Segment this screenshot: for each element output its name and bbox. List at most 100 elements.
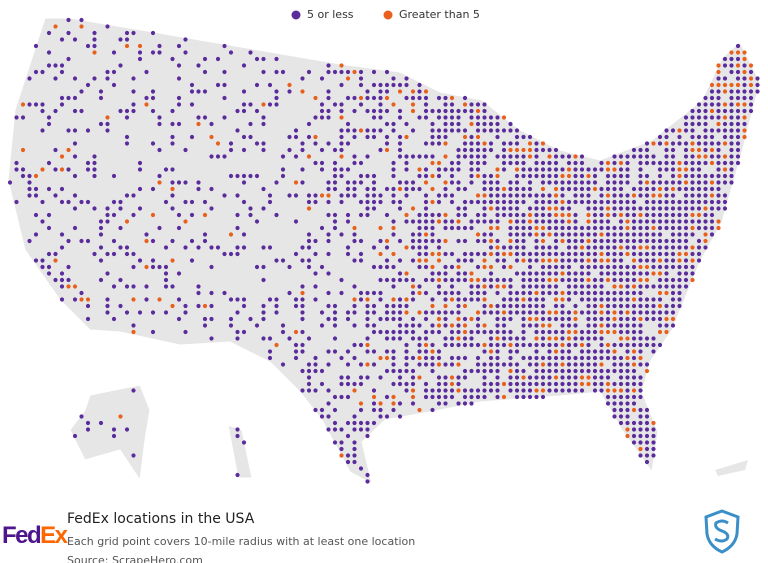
location-dot [521, 167, 526, 172]
location-dot [501, 251, 507, 257]
location-dot [514, 219, 520, 224]
location-dot [729, 50, 734, 55]
location-dot [384, 316, 390, 322]
location-dot [612, 355, 617, 361]
location-dot [300, 342, 305, 348]
location-dot [553, 297, 559, 302]
location-dot [423, 316, 429, 322]
location-dot [404, 388, 409, 393]
location-dot [423, 102, 429, 107]
location-dot [638, 381, 643, 387]
location-dot [365, 303, 370, 309]
location-dot [683, 173, 689, 179]
location-dot [352, 134, 357, 140]
location-dot [553, 193, 559, 198]
location-dot [46, 30, 52, 36]
location-dot [449, 297, 455, 302]
location-dot [534, 232, 539, 237]
location-dot [566, 225, 572, 231]
location-dot [690, 167, 695, 172]
location-dot [514, 141, 520, 146]
location-dot [501, 212, 507, 218]
location-dot [365, 323, 370, 328]
location-dot [527, 154, 533, 159]
location-dot [131, 89, 136, 94]
location-dot [241, 245, 247, 250]
location-dot [92, 37, 97, 42]
location-dot [124, 141, 130, 146]
location-dot [436, 401, 442, 406]
location-dot [586, 271, 591, 276]
location-dot [618, 284, 624, 289]
location-dot [612, 349, 617, 354]
location-dot [638, 316, 643, 322]
location-dot [326, 115, 331, 120]
location-dot [482, 141, 487, 146]
location-dot [124, 245, 130, 250]
location-dot [592, 212, 598, 218]
location-dot [436, 284, 442, 289]
location-dot [378, 414, 383, 419]
location-dot [625, 310, 630, 315]
brand-shield [704, 509, 740, 554]
location-dot [189, 82, 195, 88]
location-dot [345, 121, 351, 127]
location-dot [404, 134, 409, 140]
location-dot [59, 277, 65, 283]
location-dot [417, 219, 422, 224]
location-dot [261, 56, 266, 62]
location-dot [404, 76, 409, 81]
location-dot [27, 102, 32, 107]
location-dot [449, 264, 455, 270]
location-dot [618, 368, 624, 374]
location-dot [625, 193, 630, 198]
location-dot [722, 76, 728, 81]
location-dot [644, 232, 650, 237]
location-dot [638, 238, 643, 244]
location-dot [488, 381, 494, 387]
location-dot [397, 134, 403, 140]
location-dot [573, 180, 578, 185]
location-dot [638, 440, 643, 445]
location-dot [495, 349, 500, 354]
location-dot [631, 225, 637, 231]
location-dot [534, 245, 539, 250]
location-dot [722, 128, 728, 133]
location-dot [456, 160, 461, 166]
location-dot [651, 420, 656, 426]
location-dot [495, 316, 500, 322]
location-dot [638, 277, 643, 283]
location-dot [605, 225, 611, 231]
location-dot [612, 180, 617, 185]
location-dot [683, 180, 689, 185]
location-dot [371, 128, 377, 133]
location-dot [339, 154, 344, 159]
location-dot [7, 180, 13, 185]
location-dot [332, 407, 338, 413]
location-dot [98, 245, 104, 250]
location-dot [339, 193, 344, 198]
location-dot [651, 186, 656, 192]
location-dot [586, 323, 591, 328]
location-dot [625, 381, 630, 387]
location-dot [521, 225, 526, 231]
location-dot [326, 427, 331, 432]
location-dot [345, 69, 351, 75]
location-dot [365, 212, 370, 218]
land-shape [227, 424, 253, 479]
location-dot [644, 414, 650, 419]
location-dot [352, 225, 357, 231]
location-dot [358, 180, 364, 185]
location-dot [664, 199, 669, 205]
location-dot [625, 219, 630, 224]
location-dot [612, 284, 617, 289]
location-dot [150, 238, 156, 244]
location-dot [456, 388, 461, 393]
location-dot [729, 134, 734, 140]
location-dot [527, 167, 533, 172]
location-dot [326, 414, 331, 419]
location-dot [293, 219, 299, 224]
location-dot [365, 342, 370, 348]
location-dot [371, 134, 377, 140]
location-dot [326, 180, 331, 185]
